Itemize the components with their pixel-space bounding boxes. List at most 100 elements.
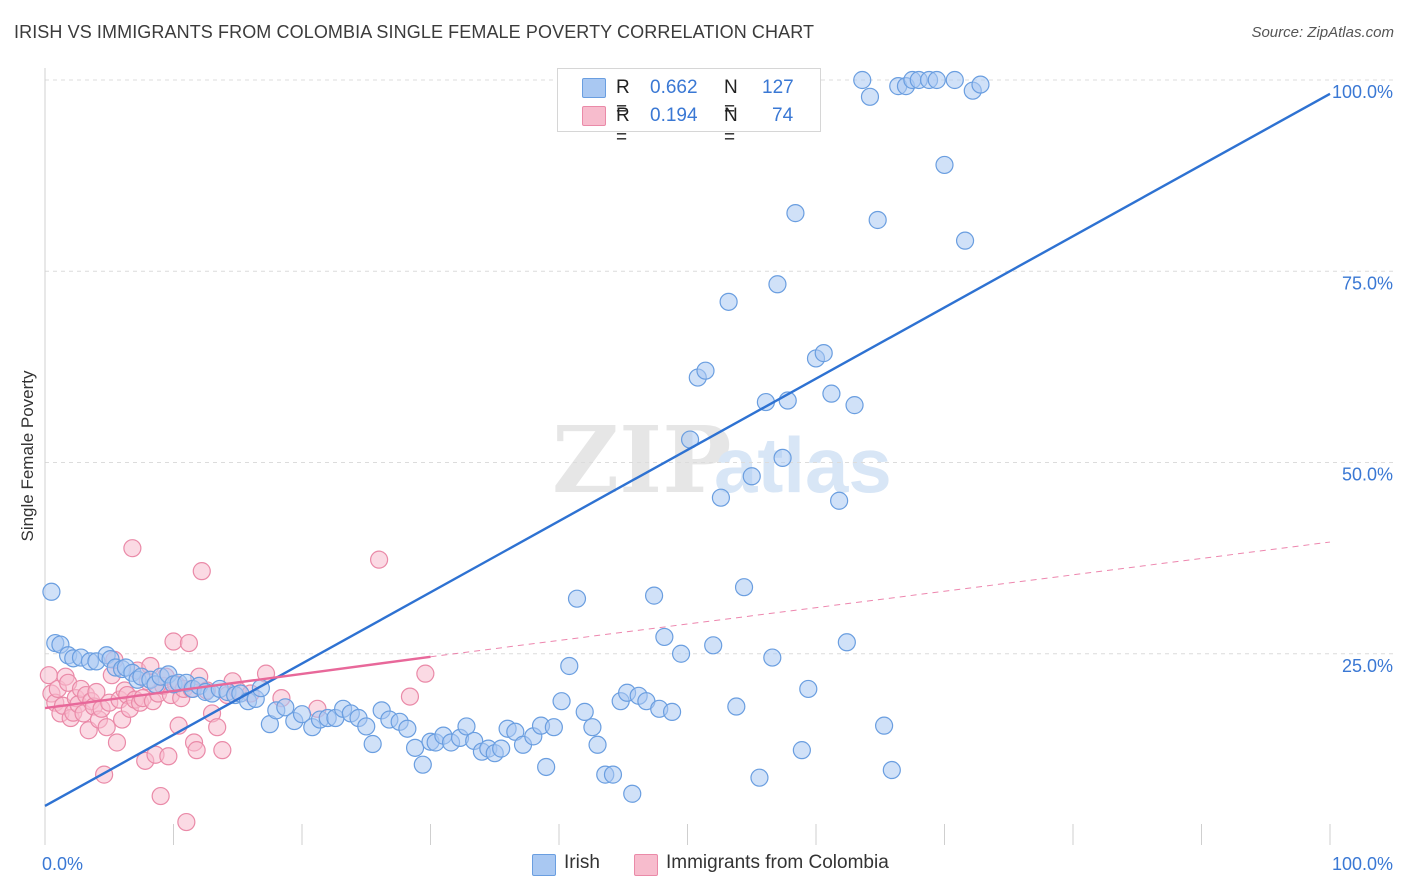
irish-point — [662, 702, 682, 721]
n-value: 74 — [772, 105, 794, 126]
colombia-point — [97, 718, 116, 737]
colombia-trend-line — [44, 655, 431, 710]
chart-title: IRISH VS IMMIGRANTS FROM COLOMBIA SINGLE… — [14, 22, 815, 42]
irish-point — [544, 718, 563, 737]
irish-point — [734, 578, 754, 597]
irish-point — [42, 582, 61, 601]
irish-point — [560, 656, 579, 676]
colombia-point — [208, 718, 227, 737]
irish-point — [773, 448, 792, 468]
irish-point — [588, 735, 607, 754]
irish-point — [768, 275, 787, 294]
colombia-point — [400, 687, 420, 706]
irish-legend-icon — [532, 854, 556, 876]
colombia-point — [192, 562, 211, 581]
r-label: R = — [616, 105, 630, 148]
colombia-swatch-icon — [582, 106, 606, 126]
irish-point — [696, 361, 715, 380]
irish-point — [711, 488, 731, 507]
irish-points — [42, 70, 990, 803]
irish-point — [405, 738, 425, 757]
trend-lines — [44, 92, 1331, 808]
legend-label: Irish — [564, 852, 600, 873]
y-tick-label: 100.0% — [1332, 82, 1393, 102]
y-tick-label: 75.0% — [1342, 273, 1393, 293]
n-label: N = — [724, 77, 738, 120]
irish-point — [603, 765, 623, 784]
stats-box: R = 0.662 N = 127 R = 0.194 N = 74 — [557, 68, 821, 148]
colombia-point — [213, 741, 232, 760]
irish-point — [875, 716, 894, 735]
irish-point — [623, 784, 642, 803]
colombia-point — [159, 747, 178, 766]
colombia-point — [416, 664, 435, 683]
irish-point — [413, 755, 432, 774]
irish-trend-line — [44, 92, 1331, 808]
irish-point — [357, 717, 376, 736]
irish-point — [363, 734, 382, 754]
irish-point — [792, 741, 811, 760]
watermark-atlas: atlas — [714, 421, 892, 509]
colombia-point — [123, 539, 142, 558]
colombia-point — [164, 632, 183, 651]
colombia-point — [107, 733, 127, 752]
irish-point — [763, 648, 782, 667]
irish-point — [860, 87, 880, 106]
irish-point — [955, 231, 975, 250]
irish-point — [492, 739, 511, 758]
irish-point — [727, 697, 746, 716]
irish-point — [398, 719, 417, 738]
r-value: 0.194 — [650, 105, 698, 126]
colombia-trend-extension — [430, 541, 1331, 658]
irish-point — [799, 679, 818, 699]
irish-point — [845, 396, 864, 415]
source-note: Source: ZipAtlas.com — [1251, 24, 1394, 41]
irish-swatch-icon — [582, 78, 606, 98]
irish-point — [882, 760, 901, 780]
irish-point — [927, 70, 946, 90]
irish-point — [786, 204, 805, 223]
irish-point — [537, 757, 556, 777]
tick-labels: 25.0% 50.0% 75.0% 100.0% 0.0% 100.0% — [42, 82, 1393, 874]
irish-point — [567, 589, 587, 608]
irish-point — [853, 70, 872, 90]
irish-point — [822, 384, 841, 403]
colombia-point — [187, 741, 206, 760]
colombia-point — [151, 786, 170, 806]
irish-point — [644, 586, 664, 605]
colombia-point — [177, 812, 196, 832]
irish-point — [830, 491, 849, 510]
y-tick-label: 50.0% — [1342, 465, 1393, 485]
legend-label: Immigrants from Colombia — [666, 852, 889, 873]
irish-point — [292, 705, 312, 724]
x-tick-label: 0.0% — [42, 854, 83, 874]
irish-point — [655, 627, 674, 647]
colombia-point — [179, 633, 199, 653]
irish-point — [671, 644, 691, 663]
colombia-point — [370, 550, 389, 569]
n-label: N = — [724, 105, 738, 148]
irish-point — [868, 210, 887, 230]
irish-point — [457, 717, 476, 736]
irish-point — [552, 692, 571, 711]
irish-point — [719, 292, 738, 311]
irish-point — [276, 698, 295, 717]
gridlines — [45, 79, 1395, 845]
irish-point — [837, 633, 856, 652]
irish-point — [704, 636, 723, 655]
irish-point — [575, 702, 594, 721]
irish-point — [945, 70, 964, 90]
y-tick-label: 25.0% — [1342, 656, 1393, 676]
watermark-zip: ZIP — [552, 406, 731, 514]
irish-point — [583, 718, 602, 737]
irish-point — [814, 344, 833, 363]
x-tick-label: 100.0% — [1332, 854, 1393, 874]
r-label: R = — [616, 77, 630, 120]
irish-point — [935, 155, 954, 175]
r-value: 0.662 — [650, 77, 698, 98]
n-value: 127 — [762, 77, 794, 98]
colombia-legend-icon — [634, 854, 658, 876]
irish-point — [750, 768, 769, 787]
irish-point — [742, 467, 761, 486]
